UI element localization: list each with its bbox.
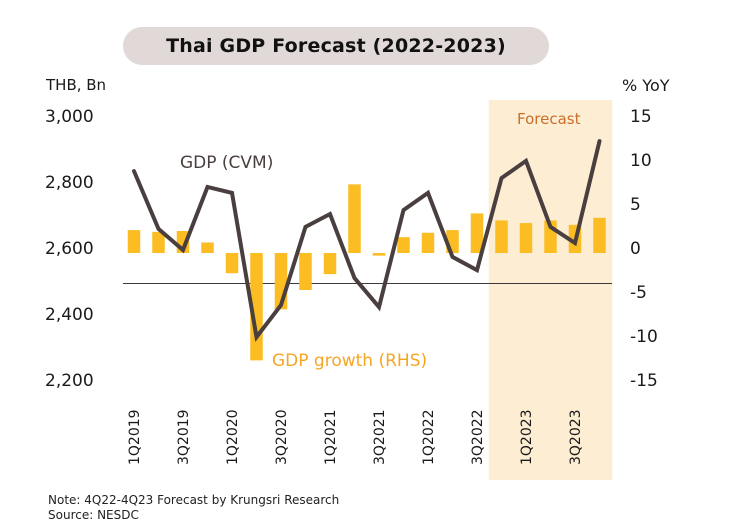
left-tick-label: 2,200 <box>45 371 94 391</box>
right-tick-label: 10 <box>630 151 652 171</box>
growth-bar <box>152 231 165 253</box>
x-tick-label: 3Q2023 <box>568 409 584 465</box>
growth-bar <box>421 232 435 253</box>
x-tick-label: 1Q2019 <box>127 409 143 465</box>
forecast-region <box>488 100 613 480</box>
growth-bar <box>397 237 410 253</box>
x-tick-label: 1Q2022 <box>421 409 437 465</box>
right-axis-label: % YoY <box>622 76 670 95</box>
left-tick-label: 2,600 <box>45 239 94 259</box>
x-tick-label: 3Q2022 <box>470 409 486 465</box>
growth-bar <box>127 230 141 253</box>
left-tick-label: 2,800 <box>45 173 94 193</box>
forecast-label: Forecast <box>517 110 581 128</box>
growth-bar <box>593 217 606 253</box>
left-tick-label: 3,000 <box>45 107 94 127</box>
gdp-cvm-line <box>132 139 602 342</box>
growth-bar <box>348 184 361 253</box>
x-tick-label: 3Q2020 <box>274 409 290 465</box>
right-tick-label: 15 <box>630 107 652 127</box>
right-tick-label: 0 <box>630 239 641 259</box>
growth-bar <box>519 223 533 253</box>
x-tick-label: 1Q2023 <box>519 409 535 465</box>
growth-bar <box>299 253 312 290</box>
footnote: Note: 4Q22-4Q23 Forecast by Krungsri Res… <box>48 493 340 507</box>
left-axis-label: THB, Bn <box>46 76 107 94</box>
growth-bar <box>470 213 484 253</box>
right-tick-label: -5 <box>630 283 647 303</box>
right-tick-label: -10 <box>630 327 658 347</box>
x-tick-label: 3Q2021 <box>372 409 388 465</box>
x-tick-label: 3Q2019 <box>176 409 192 465</box>
chart-title: Thai GDP Forecast (2022-2023) <box>166 35 506 57</box>
x-tick-label: 1Q2021 <box>323 409 339 465</box>
chart-title-pill: Thai GDP Forecast (2022-2023) <box>123 27 549 65</box>
growth-bar <box>323 253 337 275</box>
gdp-cvm-annotation: GDP (CVM) <box>180 153 274 173</box>
growth-bar <box>225 253 239 274</box>
right-tick-label: -15 <box>630 371 658 391</box>
gdp-growth-annotation: GDP growth (RHS) <box>272 351 428 371</box>
source-note: Source: NESDC <box>48 508 139 522</box>
growth-bar <box>495 220 508 253</box>
growth-bar <box>201 242 214 253</box>
growth-bar <box>372 253 386 256</box>
x-tick-label: 1Q2020 <box>225 409 241 465</box>
right-tick-label: 5 <box>630 195 641 215</box>
left-tick-label: 2,400 <box>45 305 94 325</box>
